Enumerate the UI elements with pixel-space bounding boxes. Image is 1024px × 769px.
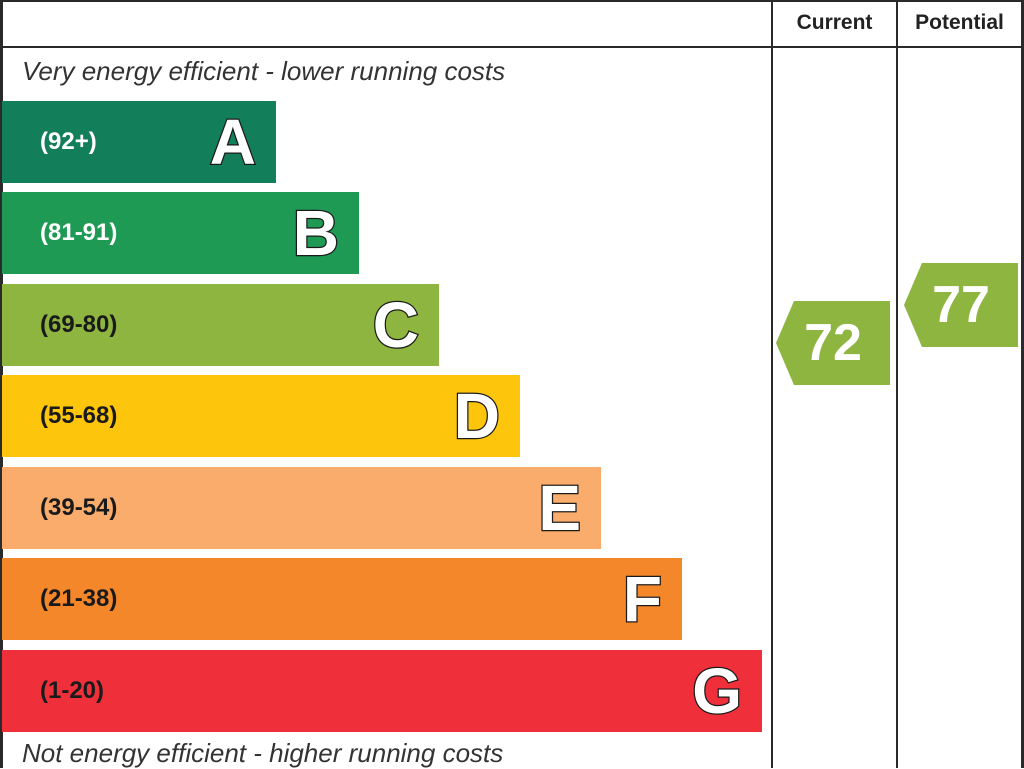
potential-column-divider — [896, 0, 898, 768]
band-e-letter: E — [537, 471, 582, 546]
frame-left-border — [0, 0, 3, 768]
band-f: (21-38) F — [2, 558, 682, 640]
band-f-range: (21-38) — [40, 585, 118, 612]
band-d-range: (55-68) — [40, 402, 118, 429]
current-rating-value: 72 — [804, 314, 862, 372]
band-f-letter: F — [622, 562, 664, 637]
top-caption: Very energy efficient - lower running co… — [22, 56, 506, 86]
band-c-range: (69-80) — [40, 311, 118, 338]
current-rating-arrow: 72 — [776, 301, 890, 385]
potential-rating-arrow: 77 — [904, 263, 1018, 347]
band-a-letter: A — [209, 105, 258, 180]
header-divider — [0, 46, 1024, 48]
band-b-letter: B — [292, 196, 341, 271]
current-arrow-shape — [776, 301, 890, 385]
band-d: (55-68) D — [2, 375, 520, 457]
frame-right-border — [1021, 0, 1024, 768]
band-e-range: (39-54) — [40, 494, 118, 521]
potential-rating-value: 77 — [932, 276, 990, 334]
current-column-header: Current — [796, 11, 873, 34]
current-column-divider — [771, 0, 773, 768]
bottom-caption: Not energy efficient - higher running co… — [22, 738, 504, 768]
band-b: (81-91) B — [2, 192, 359, 274]
band-g-range: (1-20) — [40, 677, 105, 704]
band-g: (1-20) G — [2, 650, 762, 732]
potential-arrow-shape — [904, 263, 1018, 347]
band-a-range: (92+) — [40, 128, 97, 155]
band-e: (39-54) E — [2, 467, 601, 549]
band-g-letter: G — [691, 654, 743, 729]
frame-top-border — [0, 0, 1024, 2]
band-d-letter: D — [453, 379, 502, 454]
band-b-range: (81-91) — [40, 219, 118, 246]
band-c: (69-80) C — [2, 284, 439, 366]
band-a: (92+) A — [2, 101, 276, 183]
potential-column-header: Potential — [915, 11, 1004, 34]
band-c-letter: C — [372, 288, 421, 363]
